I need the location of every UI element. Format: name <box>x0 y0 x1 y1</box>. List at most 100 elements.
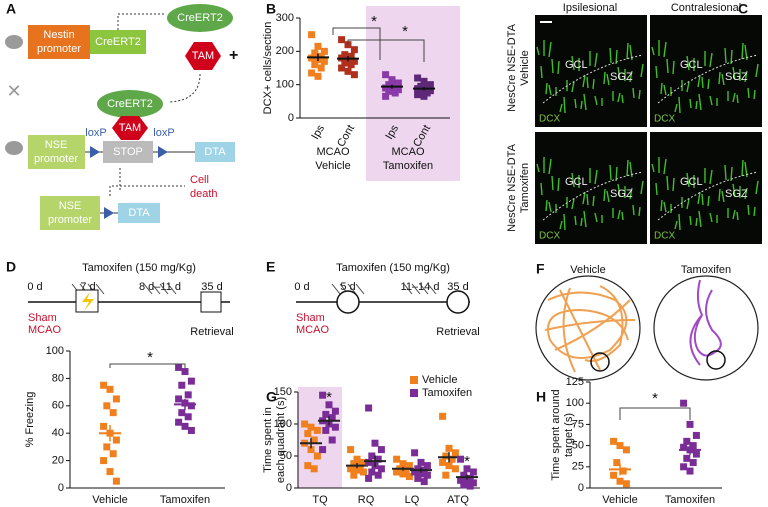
box-label: Nestin <box>43 29 74 41</box>
data-point <box>689 459 697 467</box>
row-title: Tamoxifen <box>519 163 531 213</box>
data-point <box>414 474 422 482</box>
box-label: promoter <box>48 214 92 226</box>
y-tick-label: 100 <box>566 397 584 409</box>
data-point <box>314 42 322 50</box>
nse-box <box>28 135 85 169</box>
data-point <box>308 31 316 39</box>
data-point <box>103 402 111 410</box>
x-tick-label: Tamoxifen <box>665 494 715 506</box>
loxp <box>158 146 168 158</box>
y-tick-label: 75 <box>572 418 584 430</box>
data-point <box>610 471 618 479</box>
data-point <box>187 377 195 385</box>
timeline-day: 0 d <box>27 281 42 293</box>
panel-letter: H <box>536 389 546 405</box>
shock-icon <box>82 292 94 311</box>
data-point <box>385 87 393 95</box>
timeline-day: 8 d–11 d <box>139 281 181 293</box>
box-label: STOP <box>113 146 143 158</box>
data-point <box>311 61 319 69</box>
region-label: SGZ <box>610 71 633 83</box>
data-point <box>311 49 319 57</box>
timeline-title: Tamoxifen (150 mg/Kg) <box>336 262 450 274</box>
retrieval-label: Retrieval <box>190 326 233 338</box>
y-tick-label: 0 <box>578 482 584 494</box>
data-point <box>112 477 120 485</box>
box-label: DTA <box>128 207 150 219</box>
group-label: Vehicle <box>570 264 605 276</box>
data-point <box>382 92 390 100</box>
y-tick-label: 200 <box>276 45 294 57</box>
panel-a: Nestin promoter CreERT2 CreERT2 TAM + ✕ … <box>5 4 238 230</box>
y-axis-label: target (s) <box>563 413 575 457</box>
data-point <box>307 423 315 431</box>
data-point <box>347 446 355 454</box>
data-point <box>469 468 477 476</box>
data-point <box>414 91 422 99</box>
region-label: GCL <box>565 176 588 188</box>
data-point <box>359 468 367 476</box>
data-point <box>420 478 428 486</box>
group-shading <box>366 6 460 181</box>
legend-swatch <box>410 376 418 384</box>
data-point <box>692 431 700 439</box>
data-point <box>310 436 318 444</box>
nestin-box <box>28 25 90 59</box>
y-tick-label: 100 <box>276 79 294 91</box>
data-point <box>106 385 114 393</box>
data-point <box>683 454 691 462</box>
loxp-label: loxP <box>153 127 174 139</box>
data-point <box>353 455 361 463</box>
region-label: GCL <box>680 59 703 71</box>
data-point <box>109 409 117 417</box>
nse-box <box>40 196 100 230</box>
data-point <box>320 57 328 65</box>
data-point <box>350 71 358 79</box>
data-point <box>100 422 108 430</box>
significance-star: * <box>326 389 332 406</box>
data-point <box>451 465 459 473</box>
data-point <box>686 420 694 428</box>
data-point <box>331 407 339 415</box>
row-title: Vehicle <box>519 50 531 85</box>
y-tick-label: 50 <box>280 450 292 462</box>
data-point <box>181 422 189 430</box>
data-point <box>103 443 111 451</box>
data-point <box>616 442 624 450</box>
data-point <box>181 368 189 376</box>
data-point <box>325 401 333 409</box>
timeline-day: 35 d <box>201 281 222 293</box>
y-tick-label: 150 <box>274 386 292 398</box>
y-tick-label: 40 <box>52 427 64 439</box>
panel-letter: A <box>6 1 16 17</box>
data-point <box>184 391 192 399</box>
loxp <box>104 207 114 219</box>
retrieval-label: Retrieval <box>436 326 479 338</box>
region-label: SGZ <box>610 188 633 200</box>
stain-label: DCX <box>539 114 560 125</box>
arrow <box>169 73 201 103</box>
panel-c: Ipsilesional Contralesional NesCre NSE-D… <box>506 2 762 244</box>
group-label: MCAO <box>296 324 329 336</box>
box-label: NSE <box>59 200 82 212</box>
data-point <box>405 462 413 470</box>
data-point <box>328 414 336 422</box>
mouse-icon <box>5 141 23 155</box>
data-point <box>304 430 312 438</box>
data-point <box>439 412 447 420</box>
maze-icon <box>446 290 470 314</box>
neuron-signal <box>536 157 644 231</box>
data-point <box>341 59 349 67</box>
panel-letters: A B C D E F G H <box>6 1 748 405</box>
region-label: SGZ <box>725 71 748 83</box>
data-point <box>417 470 425 478</box>
syringe <box>331 283 365 295</box>
x-tick-label: Vehicle <box>602 494 637 506</box>
data-point <box>445 444 453 452</box>
data-point <box>393 468 401 476</box>
timeline-day: 35 d <box>447 281 468 293</box>
data-point <box>442 471 450 479</box>
y-axis-label: each quadrant (s) <box>275 397 287 483</box>
